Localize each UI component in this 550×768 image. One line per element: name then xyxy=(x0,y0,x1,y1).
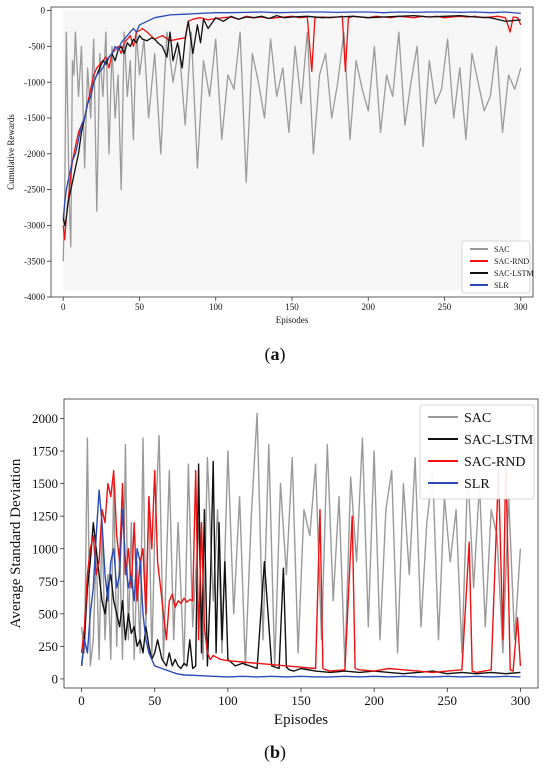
x-tick-label: 150 xyxy=(291,693,311,708)
variance-band xyxy=(63,10,521,290)
y-axis-label: Cumulative Rewards xyxy=(6,114,16,190)
y-tick-label: 500 xyxy=(39,606,59,621)
chart-a: 0 50 100 150 200 250 300 0 -500 -1000 -1500 -2000 -2… xyxy=(6,6,534,325)
caption-b: (b) xyxy=(263,742,286,762)
legend-label-sac-rnd: SAC-RND xyxy=(464,455,525,470)
x-tick-label: 50 xyxy=(135,302,145,312)
y-axis-label: Average Standard Deviation xyxy=(8,458,24,628)
legend-label-sac-lstm: SAC-LSTM xyxy=(464,433,534,448)
x-tick-label: 250 xyxy=(438,302,452,312)
x-axis-label: Episodes xyxy=(276,315,309,325)
legend-label-slr: SLR xyxy=(494,281,509,290)
y-tick-label: -1000 xyxy=(24,77,45,87)
y-tick-label: -1500 xyxy=(24,113,45,123)
legend-label-slr: SLR xyxy=(464,477,490,492)
y-tick-label: -500 xyxy=(29,42,46,52)
caption-a-letter: a xyxy=(270,344,280,364)
y-tick-label: -4000 xyxy=(24,292,45,302)
x-tick-label: 200 xyxy=(364,693,384,708)
x-tick-label: 300 xyxy=(514,302,528,312)
series-line-sac-lstm xyxy=(80,460,521,675)
x-tick-label: 250 xyxy=(438,693,458,708)
x-tick-label: 0 xyxy=(78,693,85,708)
x-tick-label: 0 xyxy=(61,302,66,312)
x-tick-label: 100 xyxy=(209,302,223,312)
x-tick-label: 200 xyxy=(362,302,376,312)
series-line-sac xyxy=(62,31,522,262)
x-tick-label: 300 xyxy=(511,693,531,708)
caption-b-letter: b xyxy=(269,742,280,762)
chart-b: 0 50 100 150 200 250 300 0 250 500 750 1000 1250 1500… xyxy=(8,398,539,727)
series-line-slr xyxy=(62,11,521,219)
series-line-slr xyxy=(80,489,521,678)
y-tick-label: 2000 xyxy=(32,411,58,426)
legend-label-sac: SAC xyxy=(494,245,510,254)
legend-box xyxy=(461,240,531,294)
y-tick-label: 0 xyxy=(52,671,59,686)
y-tick-label: 1250 xyxy=(32,509,58,524)
y-tick-label: -2000 xyxy=(24,149,45,159)
x-axis-label: Episodes xyxy=(274,712,328,727)
legend-label-sac-rnd: SAC-RND xyxy=(494,257,529,266)
y-tick-label: -2500 xyxy=(24,185,45,195)
y-tick-label: 1000 xyxy=(32,541,58,556)
legend-label-sac: SAC xyxy=(464,411,491,426)
x-tick-label: 100 xyxy=(218,693,238,708)
y-tick-label: -3500 xyxy=(24,256,45,266)
x-tick-label: 150 xyxy=(285,302,299,312)
y-tick-label: 750 xyxy=(39,574,59,589)
legend-label-sac-lstm: SAC-LSTM xyxy=(494,269,534,278)
caption-a: (a) xyxy=(264,344,286,364)
legend-box xyxy=(419,404,535,500)
y-tick-label: 250 xyxy=(39,639,59,654)
y-tick-label: 0 xyxy=(41,6,46,16)
y-tick-label: 1500 xyxy=(32,476,58,491)
y-tick-label: -3000 xyxy=(24,221,45,231)
x-tick-label: 50 xyxy=(148,693,161,708)
y-tick-label: 1750 xyxy=(32,444,58,459)
